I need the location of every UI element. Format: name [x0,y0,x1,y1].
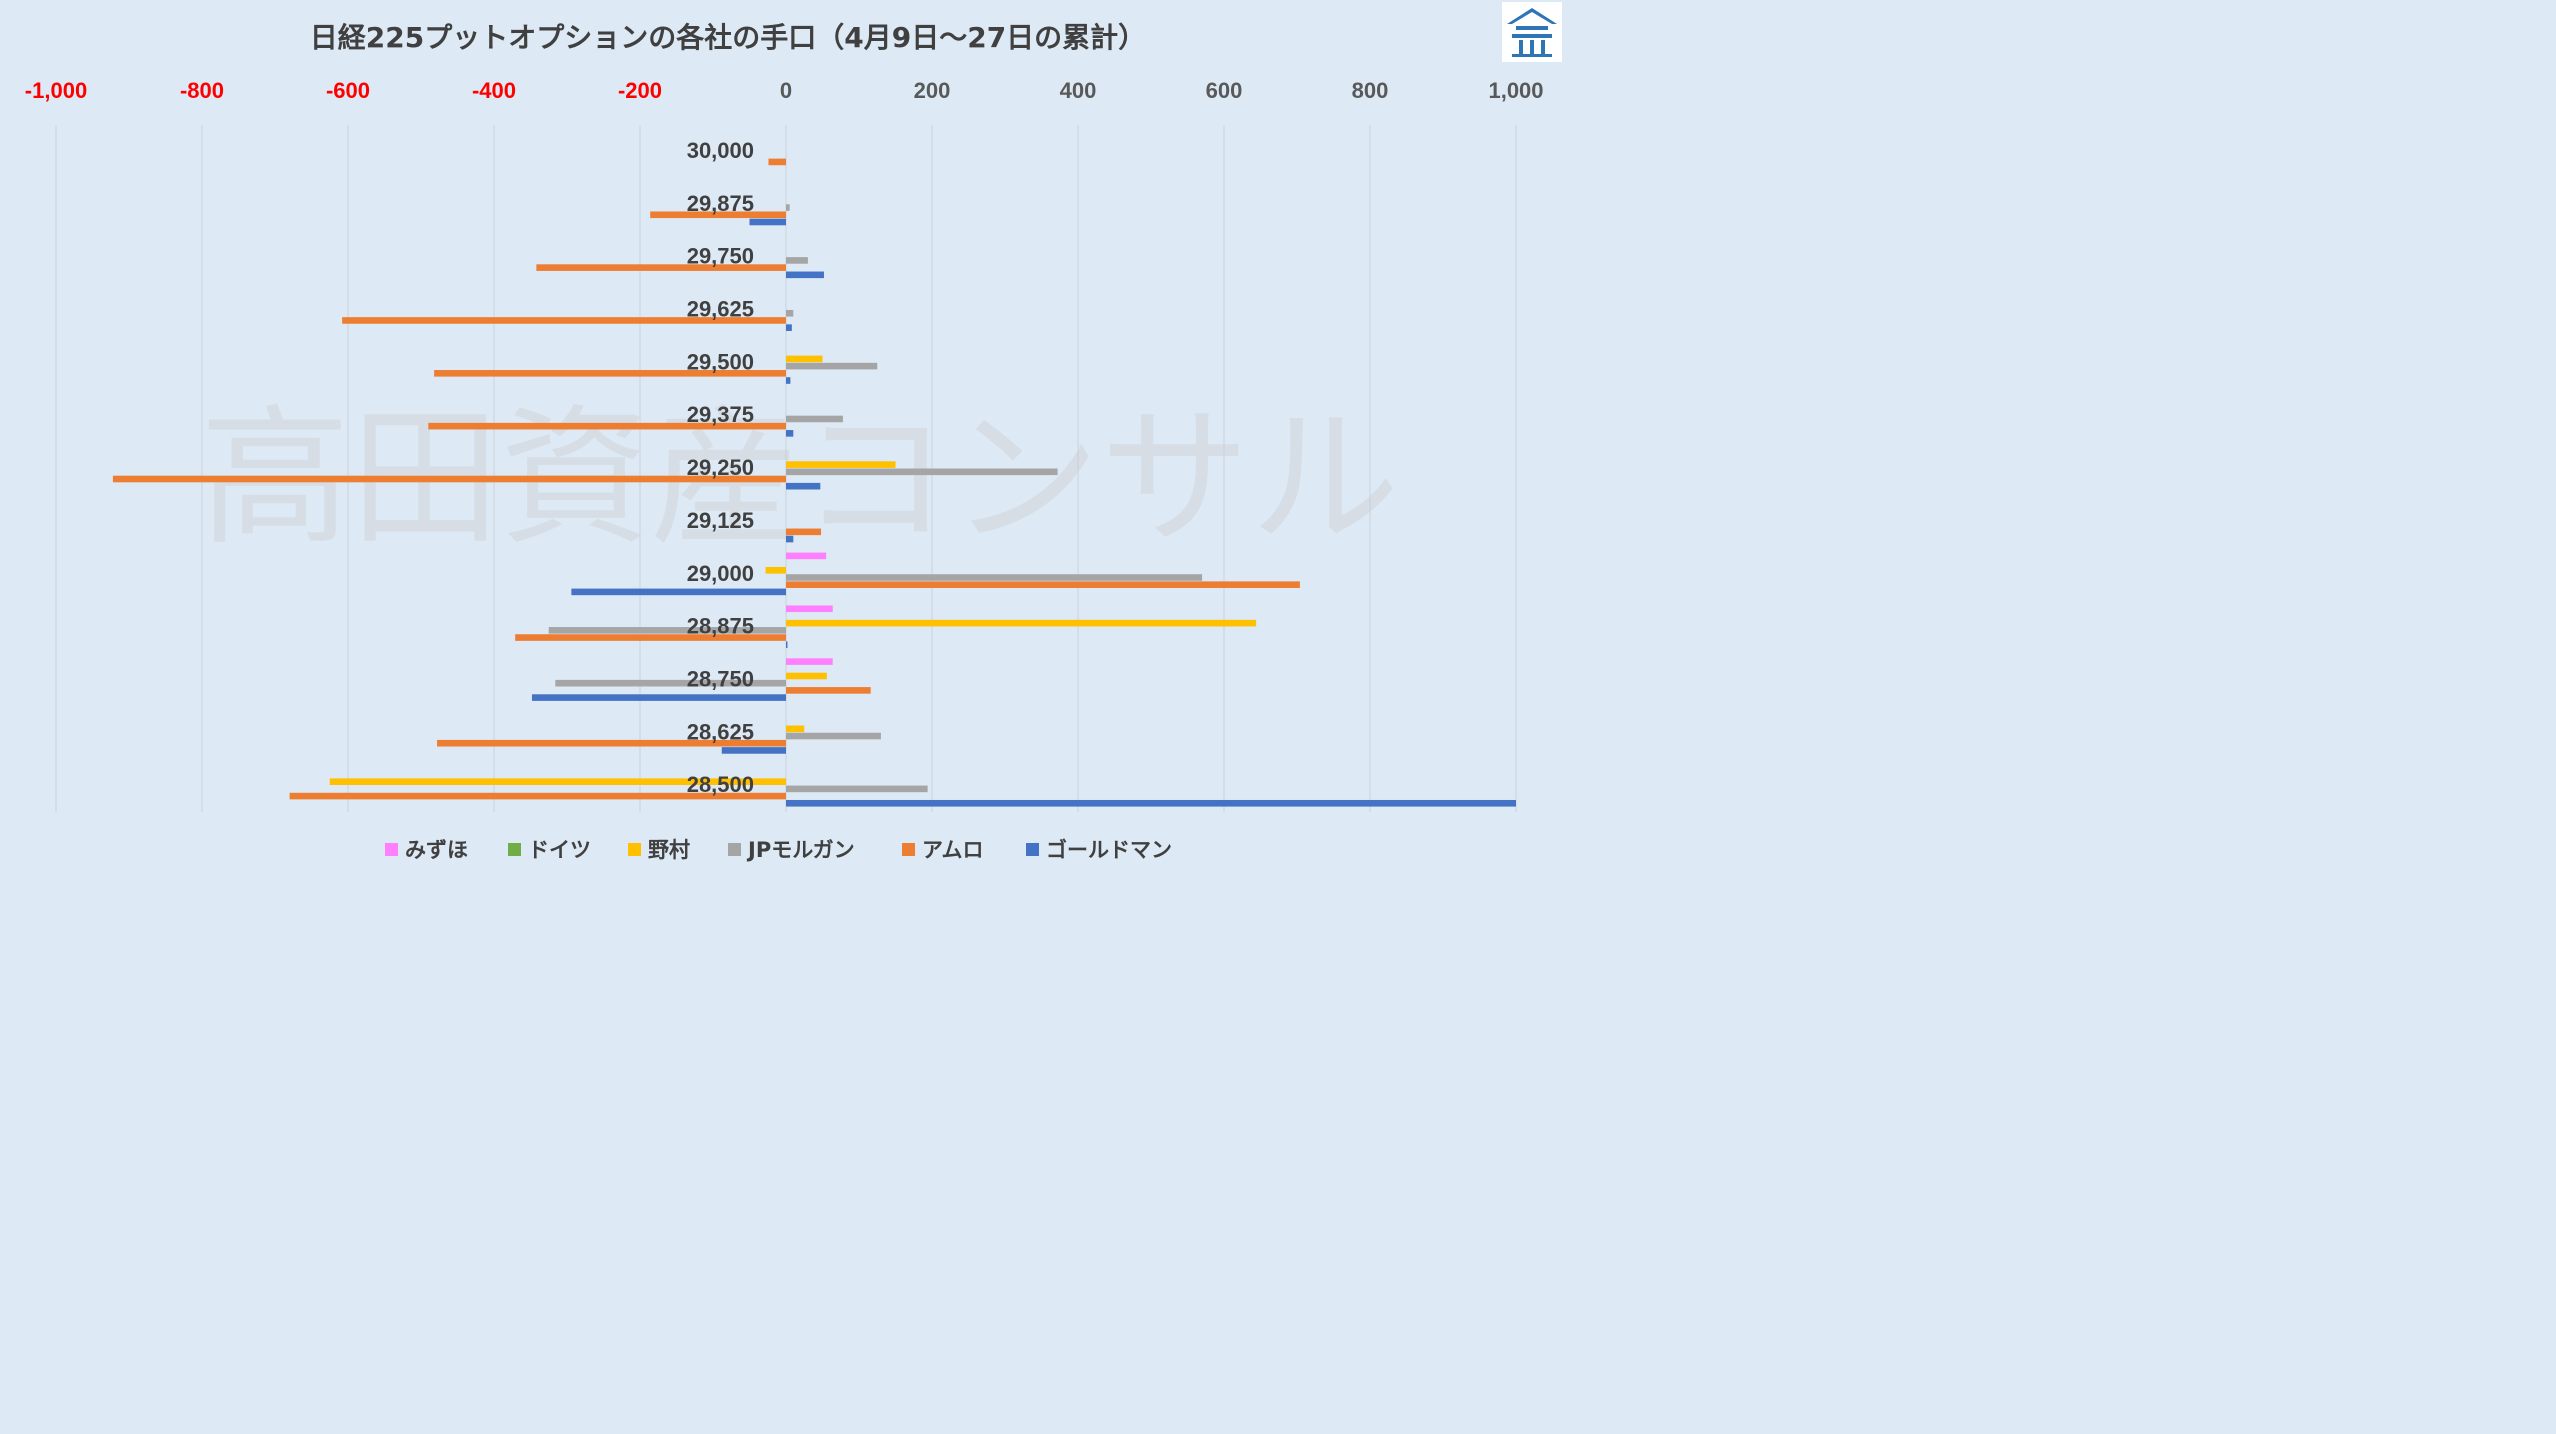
legend-swatch [902,843,915,856]
x-tick-label: 600 [1206,78,1243,103]
legend-label: 野村 [648,838,690,862]
bar-4-9 [515,634,786,641]
bar-3-5 [786,415,843,423]
bar-4-2 [536,264,786,271]
chart-canvas: 日経225プットオプションの各社の手口（4月9日～27日の累計） 高田資産コンサ… [25,21,1544,862]
bar-5-9 [786,641,788,649]
legend-label: JPモルガン [746,838,855,862]
category-labels: 30,000 29,875 29,750 29,625 29,500 29,375 29,2… [687,138,754,797]
bar-5-8 [571,588,786,596]
legend-label: みずほ [405,838,468,862]
bar-2-9 [786,619,1257,627]
bar-3-1 [786,204,790,211]
bar-3-10 [555,679,786,687]
category-label: 29,625 [687,297,754,322]
bar-4-7 [786,528,822,536]
category-label: 28,750 [687,666,754,691]
bar-4-12 [289,792,786,800]
bar-4-5 [428,422,786,430]
bar-4-0 [768,158,786,166]
category-label: 29,750 [687,244,754,269]
category-label: 29,125 [687,508,754,533]
x-tick-label: -1,000 [25,78,87,103]
bar-2-8 [765,566,786,574]
bar-2-11 [786,725,805,733]
bar-5-10 [531,694,786,701]
chart-stage: 日経225プットオプションの各社の手口（4月9日～27日の累計） 高田資産コンサ… [0,0,1568,880]
legend-swatch [508,843,521,856]
x-tick-label: 0 [780,78,792,103]
bar-5-2 [786,271,824,279]
bar-3-4 [786,362,878,370]
category-label: 29,500 [687,349,754,374]
legend: みずほ ドイツ 野村 JPモルガン アムロ ゴールドマン [385,838,1172,862]
logo-icon [1502,2,1562,62]
bar-2-12 [329,778,786,785]
bar-5-1 [749,218,786,226]
bar-3-11 [786,732,881,740]
x-tick-label: -800 [180,78,224,103]
x-tick-label: 800 [1352,78,1389,103]
category-label: 28,500 [687,772,754,797]
bar-3-9 [548,627,786,634]
legend-swatch [628,843,641,856]
bar-5-6 [786,482,821,490]
bar-5-4 [786,377,791,384]
bar-0-9 [786,605,833,613]
category-label: 29,375 [687,402,754,427]
bar-4-3 [342,317,786,324]
bar-2-6 [786,461,896,468]
category-label: 29,000 [687,561,754,586]
bar-3-3 [786,309,794,317]
bar-5-11 [721,747,786,754]
x-tick-label: 200 [914,78,951,103]
bar-4-4 [434,370,786,377]
bar-4-10 [786,687,871,694]
legend-swatch [728,843,741,856]
bar-2-10 [786,672,827,680]
category-label: 28,875 [687,614,754,639]
bar-4-8 [786,581,1300,588]
legend-label: ゴールドマン [1046,838,1172,862]
category-label: 28,625 [687,719,754,744]
bars [112,158,1516,807]
legend-swatch [385,843,398,856]
x-axis-ticks: -1,000 -800 -600 -400 -200 0 200 400 600 800 1,000 [25,78,1544,103]
bar-3-12 [786,785,928,793]
bar-5-7 [786,535,794,543]
category-label: 29,875 [687,191,754,216]
x-tick-label: -600 [326,78,370,103]
bar-5-12 [786,799,1516,807]
legend-swatch [1026,843,1039,856]
bar-5-5 [786,430,794,437]
legend-label: ドイツ [528,838,591,862]
bar-4-1 [650,211,786,219]
x-tick-label: -200 [618,78,662,103]
bar-4-11 [437,739,786,747]
x-tick-label: 1,000 [1488,78,1543,103]
legend-label: アムロ [922,838,984,862]
bar-0-10 [786,658,833,665]
bar-3-2 [786,257,808,264]
x-tick-label: -400 [472,78,516,103]
bar-2-4 [786,355,823,363]
bar-3-6 [786,468,1058,476]
x-tick-label: 400 [1060,78,1097,103]
bar-5-3 [786,324,792,331]
bar-4-6 [112,475,786,483]
bar-0-8 [786,552,827,560]
category-label: 30,000 [687,138,754,163]
bar-3-8 [786,574,1203,581]
category-label: 29,250 [687,455,754,480]
chart-title: 日経225プットオプションの各社の手口（4月9日～27日の累計） [310,21,1146,54]
